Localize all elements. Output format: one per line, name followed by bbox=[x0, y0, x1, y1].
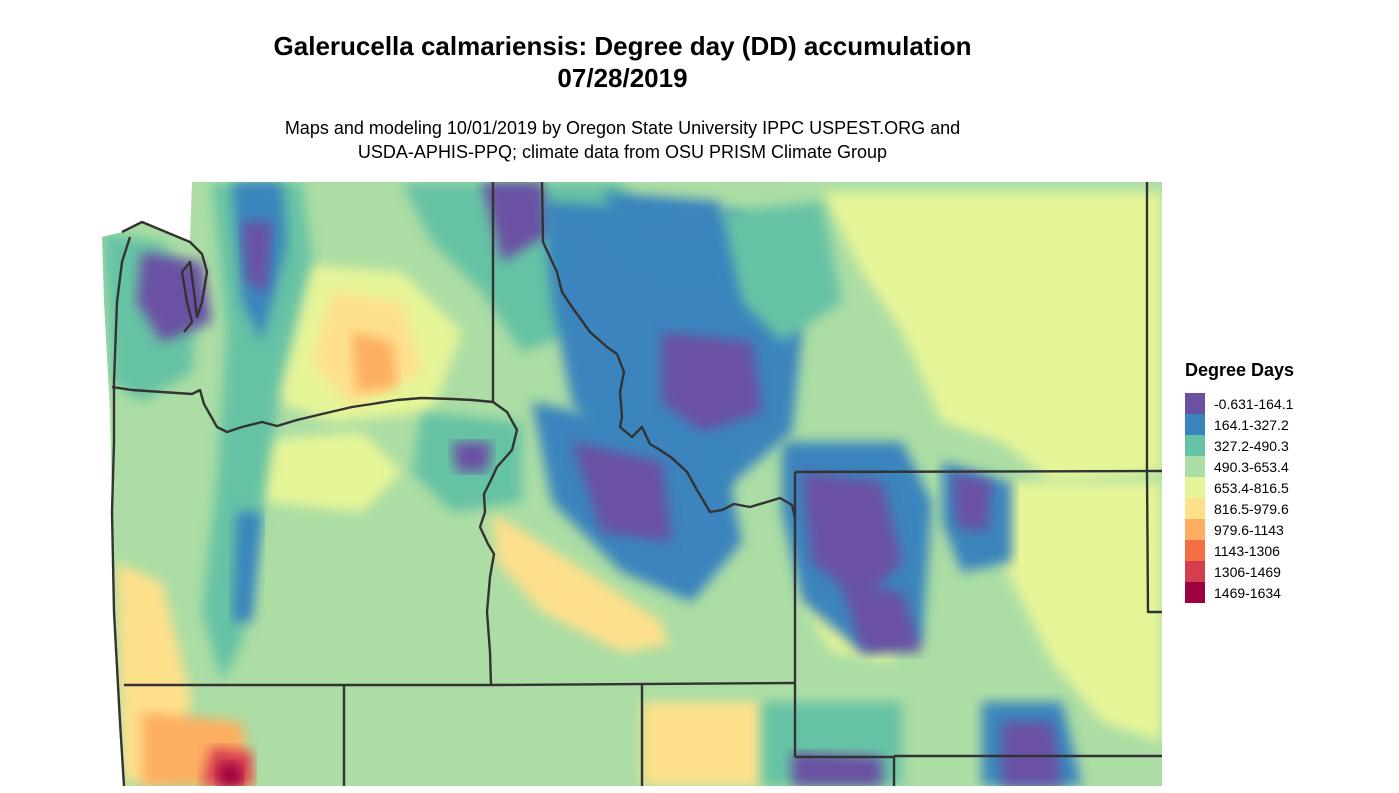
legend-swatch bbox=[1185, 498, 1205, 519]
legend-swatch bbox=[1185, 393, 1205, 414]
legend-label: -0.631-164.1 bbox=[1214, 395, 1294, 412]
dd-zone-plains bbox=[982, 482, 1162, 742]
dd-zone-medicine-bow bbox=[1002, 722, 1062, 786]
dd-zone-bighorn-peaks bbox=[952, 472, 992, 532]
border-id-mt bbox=[540, 182, 797, 518]
legend-swatch bbox=[1185, 414, 1205, 435]
legend-item: 1143-1306 bbox=[1185, 540, 1294, 561]
degree-day-map bbox=[102, 182, 1162, 786]
dd-zone-nv bbox=[642, 702, 762, 786]
border-mt-wy bbox=[794, 469, 1162, 474]
legend-swatch bbox=[1185, 435, 1205, 456]
dd-zone-plains bbox=[822, 192, 1162, 482]
legend-swatch bbox=[1185, 540, 1205, 561]
legend-item: 979.6-1143 bbox=[1185, 519, 1294, 540]
legend-label: 1306-1469 bbox=[1214, 563, 1281, 580]
legend-item: 1469-1634 bbox=[1185, 582, 1294, 603]
legend-label: 327.2-490.3 bbox=[1214, 437, 1289, 454]
legend-swatch bbox=[1185, 582, 1205, 603]
legend: Degree Days -0.631-164.1 164.1-327.2 327.2… bbox=[1185, 360, 1294, 603]
state-boundaries bbox=[110, 182, 1162, 786]
legend-swatch bbox=[1185, 519, 1205, 540]
legend-label: 653.4-816.5 bbox=[1214, 479, 1289, 496]
legend-items: -0.631-164.1 164.1-327.2 327.2-490.3 490.3-… bbox=[1185, 393, 1294, 603]
title-line-1: Galerucella calmariensis: Degree day (DD… bbox=[273, 31, 972, 61]
dd-zone-bitterroot bbox=[662, 332, 762, 432]
dd-zone-wind-river bbox=[842, 582, 922, 652]
legend-swatch bbox=[1185, 561, 1205, 582]
legend-swatch bbox=[1185, 477, 1205, 498]
border-wa-or bbox=[111, 385, 494, 434]
dd-zone-mt-front bbox=[722, 202, 842, 342]
legend-item: 490.3-653.4 bbox=[1185, 456, 1294, 477]
legend-label: 1469-1634 bbox=[1214, 584, 1281, 601]
dd-zone-uinta bbox=[792, 752, 882, 786]
dd-zone-olympics bbox=[137, 252, 212, 342]
legend-item: 1306-1469 bbox=[1185, 561, 1294, 582]
legend-label: 979.6-1143 bbox=[1214, 521, 1284, 538]
title-line-2: 07/28/2019 bbox=[557, 63, 688, 93]
dd-zone-sawtooth bbox=[572, 442, 672, 542]
map-title: Galerucella calmariensis: Degree day (DD… bbox=[0, 30, 1245, 94]
legend-swatch bbox=[1185, 456, 1205, 477]
dd-zone-s-cascades bbox=[232, 512, 262, 622]
dd-zone-snake bbox=[492, 512, 682, 652]
border-or-id bbox=[478, 401, 519, 686]
dd-zone-wallowa bbox=[452, 442, 492, 472]
legend-item: 164.1-327.2 bbox=[1185, 414, 1294, 435]
coastline bbox=[110, 220, 209, 786]
legend-label: 490.3-653.4 bbox=[1214, 458, 1289, 475]
map-credit: Maps and modeling 10/01/2019 by Oregon S… bbox=[0, 116, 1245, 164]
dd-zone-mt-west bbox=[602, 192, 722, 272]
map-fill-layers bbox=[102, 182, 1162, 786]
legend-item: 653.4-816.5 bbox=[1185, 477, 1294, 498]
credit-line-2: USDA-APHIS-PPQ; climate data from OSU PR… bbox=[357, 142, 888, 162]
dd-zone-n-cascades-cold bbox=[242, 222, 272, 292]
dd-zone-columbia-hot bbox=[352, 332, 397, 392]
legend-title: Degree Days bbox=[1185, 360, 1295, 380]
legend-item: 327.2-490.3 bbox=[1185, 435, 1294, 456]
border-east-dakotas bbox=[1145, 182, 1162, 614]
legend-label: 816.5-979.6 bbox=[1214, 500, 1289, 517]
dd-zone-cascades bbox=[202, 182, 312, 682]
dd-zone-tetons bbox=[802, 472, 902, 602]
legend-label: 1143-1306 bbox=[1214, 542, 1280, 559]
credit-line-1: Maps and modeling 10/01/2019 by Oregon S… bbox=[284, 118, 961, 138]
dd-zone-or-central bbox=[242, 432, 402, 512]
dd-zone-s-idaho bbox=[662, 612, 802, 682]
legend-label: 164.1-327.2 bbox=[1214, 416, 1289, 433]
legend-item: 816.5-979.6 bbox=[1185, 498, 1294, 519]
dd-zone-ca-hottest bbox=[217, 762, 242, 786]
legend-item: -0.631-164.1 bbox=[1185, 393, 1294, 414]
dd-zone-selkirks bbox=[482, 182, 552, 262]
